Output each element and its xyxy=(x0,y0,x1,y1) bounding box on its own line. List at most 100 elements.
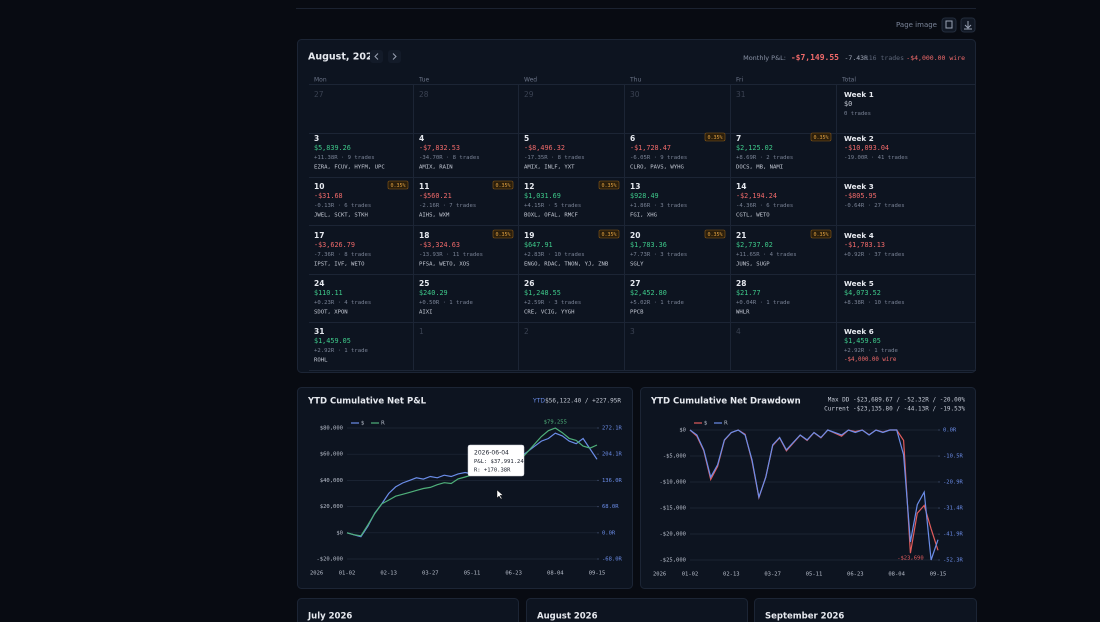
risk-badge xyxy=(598,180,620,190)
monthly-label: Monthly P&L: xyxy=(743,54,786,62)
prev-month[interactable] xyxy=(370,50,383,63)
peak-annotation: $79,255 xyxy=(544,420,567,426)
x-tick-label: 03-27 xyxy=(422,571,439,577)
day-number: 14 xyxy=(736,182,746,191)
week-pnl: -$805.95 xyxy=(844,192,877,200)
day-pnl: $5,839.26 xyxy=(314,144,351,152)
risk-badge-text: 0.35% xyxy=(707,135,722,141)
day-number: 21 xyxy=(736,231,746,240)
weekday-label: Thu xyxy=(629,77,641,84)
day-tickers: BOXL, OFAL, RMCF xyxy=(524,213,579,219)
day-pnl: $1,248.55 xyxy=(524,289,561,297)
risk-badge xyxy=(810,132,832,142)
weekday-label: Wed xyxy=(524,77,537,84)
week-pnl: -$10,093.04 xyxy=(844,144,889,152)
prev-icon xyxy=(374,53,379,60)
series-line xyxy=(689,429,939,561)
risk-badge-text: 0.35% xyxy=(390,183,405,189)
y2-tick-label: 204.1R xyxy=(602,452,623,458)
tooltip-line: 2026-06-04 xyxy=(474,450,509,457)
y2-tick-label: 0.0R xyxy=(602,530,616,536)
day-stats: -7.36R · 8 trades xyxy=(314,252,371,258)
x-tick-label: 06-23 xyxy=(505,571,522,577)
page-image-label: Page image xyxy=(896,21,937,29)
day-stats: +0.23R · 4 trades xyxy=(314,300,371,306)
day-tickers: WHLR xyxy=(736,310,750,316)
week-label: Week 6 xyxy=(844,327,874,336)
day-number: 25 xyxy=(419,279,429,288)
day-stats: -13.93R · 11 trades xyxy=(419,252,483,258)
day-pnl: -$3,324.63 xyxy=(419,241,460,249)
day-number: 17 xyxy=(314,231,324,240)
day-stats: +5.02R · 1 trade xyxy=(630,300,685,306)
y-tick-label: $60,000 xyxy=(320,452,343,458)
day-number: 11 xyxy=(419,182,429,191)
day-number: 3 xyxy=(630,327,635,336)
day-stats: +11.38R · 9 trades xyxy=(314,155,375,161)
risk-badge xyxy=(810,229,832,239)
day-tickers: AIXI xyxy=(419,310,432,316)
next-icon xyxy=(392,53,397,60)
day-tickers: AIHS, WXM xyxy=(419,213,450,219)
monthly-wire: -$4,000.00 wire xyxy=(906,54,965,62)
x-tick-label: 02-13 xyxy=(723,572,740,578)
day-pnl: $928.49 xyxy=(630,192,659,200)
x-tick-label: 06-23 xyxy=(847,572,864,578)
month-panel xyxy=(526,598,748,622)
day-pnl: $2,737.02 xyxy=(736,241,773,249)
next-month[interactable] xyxy=(388,50,401,63)
x-tick-label: 09-15 xyxy=(930,572,947,578)
y-tick-label: $80,000 xyxy=(320,426,343,432)
day-stats: +11.65R · 4 trades xyxy=(736,252,797,258)
week-label: Week 1 xyxy=(844,90,874,99)
day-number: 6 xyxy=(630,134,635,143)
day-number: 4 xyxy=(736,327,741,336)
day-pnl: $1,459.05 xyxy=(314,337,351,345)
week-pnl: $1,459.05 xyxy=(844,337,881,345)
day-pnl: -$3,626.79 xyxy=(314,241,355,249)
legend-label: $ xyxy=(361,421,365,427)
risk-badge-text: 0.35% xyxy=(601,232,616,238)
day-number: 27 xyxy=(314,90,324,99)
copy-icon xyxy=(945,20,953,29)
x-tick-label: 08-04 xyxy=(547,571,564,577)
day-tickers: ROHL xyxy=(314,358,328,364)
x-tick-label: 09-15 xyxy=(589,571,606,577)
day-pnl: $240.29 xyxy=(419,289,448,297)
y-tick-label: $0 xyxy=(336,530,343,536)
x-tick-label: 05-11 xyxy=(464,571,481,577)
week-pnl: -$1,783.13 xyxy=(844,241,885,249)
day-pnl: $110.11 xyxy=(314,289,343,297)
year-label: 2026 xyxy=(310,571,323,577)
day-stats: +0.04R · 1 trade xyxy=(736,300,791,306)
day-pnl: -$560.21 xyxy=(419,192,452,200)
y-tick-label: -$20,000 xyxy=(317,557,344,563)
day-pnl: -$1,728.47 xyxy=(630,144,671,152)
risk-badge-text: 0.35% xyxy=(813,135,828,141)
day-stats: -4.36R · 6 trades xyxy=(736,203,793,209)
day-number: 29 xyxy=(524,90,534,99)
y2-tick-label: -10.5R xyxy=(943,454,964,460)
y-tick-label: $20,000 xyxy=(320,504,343,510)
y-tick-label: $0 xyxy=(679,428,686,434)
x-tick-label: 08-04 xyxy=(888,572,905,578)
day-number: 31 xyxy=(314,327,324,336)
day-number: 7 xyxy=(736,134,741,143)
day-number: 10 xyxy=(314,182,324,191)
chart-title: YTD Cumulative Net Drawdown xyxy=(650,397,801,407)
day-number: 28 xyxy=(419,90,429,99)
day-number: 18 xyxy=(419,231,429,240)
week-stats: +8.38R · 10 trades xyxy=(844,300,905,306)
risk-badge-text: 0.35% xyxy=(601,183,616,189)
day-pnl: -$2,194.24 xyxy=(736,192,777,200)
copy-button[interactable] xyxy=(941,17,957,33)
day-pnl: $647.91 xyxy=(524,241,553,249)
legend-label: R xyxy=(381,421,385,427)
week-pnl: $0 xyxy=(844,100,852,108)
week-label: Week 2 xyxy=(844,134,874,143)
legend-label: R xyxy=(724,421,728,427)
tooltip xyxy=(467,444,525,477)
day-pnl: -$8,496.32 xyxy=(524,144,565,152)
day-pnl: $2,452.80 xyxy=(630,289,667,297)
month-panel xyxy=(754,598,977,622)
